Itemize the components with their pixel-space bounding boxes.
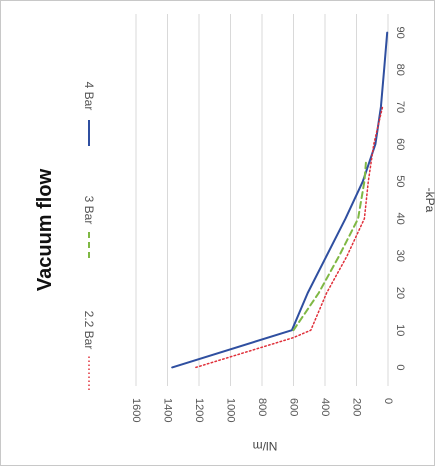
- y-tick-label: 0: [382, 398, 394, 404]
- legend-item-3-bar: 3 Bar: [82, 196, 96, 258]
- legend-label-3-bar: 3 Bar: [82, 196, 96, 225]
- series-line-2-2-bar: [195, 106, 384, 369]
- chart-title: Vacuum flow: [34, 168, 56, 291]
- x-tick-label: 50: [394, 175, 406, 187]
- y-tick-label: 1000: [225, 398, 237, 422]
- y-axis-label: Nl/m: [253, 439, 278, 453]
- legend-item-2-2-bar: 2.2 Bar: [82, 311, 96, 390]
- y-tick-label: 800: [256, 398, 268, 416]
- x-tick-labels: 0 10 20 30 40 50 60 70 80 90: [394, 26, 406, 370]
- x-tick-label: 20: [394, 287, 406, 299]
- y-tick-label: 600: [288, 398, 300, 416]
- series-layer: [171, 31, 389, 369]
- x-tick-label: 70: [394, 101, 406, 113]
- y-tick-label: 1600: [130, 398, 142, 422]
- series-line-3-bar: [292, 161, 367, 332]
- x-tick-label: 30: [394, 250, 406, 262]
- legend: 4 Bar 3 Bar 2.2 Bar: [82, 82, 96, 390]
- y-tick-label: 1400: [162, 398, 174, 422]
- y-tick-labels: 0 200 400 600 800 1000 1200 1400 1600: [130, 398, 394, 422]
- y-tick-label: 400: [319, 398, 331, 416]
- x-tick-label: 0: [394, 364, 406, 370]
- x-tick-label: 10: [394, 324, 406, 336]
- legend-label-4-bar: 4 Bar: [82, 82, 96, 111]
- series-line-4-bar: [171, 31, 389, 369]
- x-axis-label: -kPa: [423, 188, 435, 213]
- x-tick-label: 90: [394, 26, 406, 38]
- legend-label-2-2-bar: 2.2 Bar: [82, 311, 96, 350]
- x-tick-label: 80: [394, 64, 406, 76]
- y-tick-label: 200: [351, 398, 363, 416]
- x-tick-label: 40: [394, 212, 406, 224]
- x-tick-label: 60: [394, 138, 406, 150]
- y-tick-label: 1200: [193, 398, 205, 422]
- legend-item-4-bar: 4 Bar: [82, 82, 96, 146]
